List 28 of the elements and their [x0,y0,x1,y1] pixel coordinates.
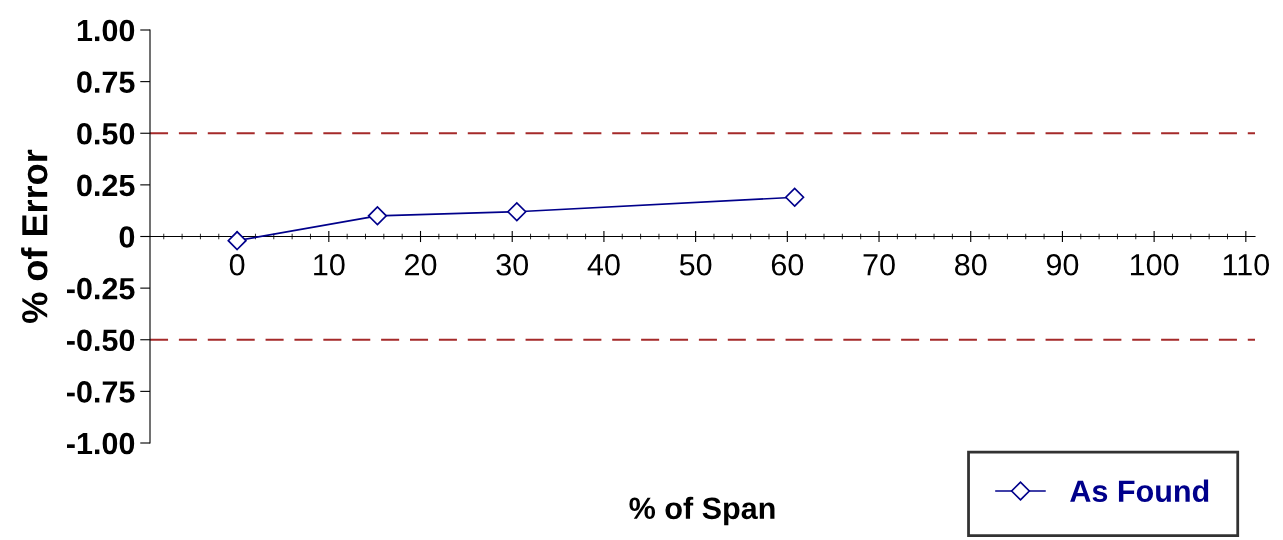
x-tick-label: 0 [229,253,245,276]
x-tick-label: 50 [679,253,712,276]
x-tick-label: 110 [1223,253,1269,276]
point [784,187,805,207]
y-tick-label: 0 [119,226,135,248]
legend-label: As Found [1070,479,1209,502]
x-tick-label: 30 [496,253,529,276]
y-axis-title: % of Error [21,149,48,323]
x-tick-label: 100 [1130,253,1179,276]
y-tick-label: -0.25 [66,277,135,300]
x-tick-label: 20 [405,253,437,276]
y-tick-label: -1.00 [66,432,135,455]
y-tick-label: -0.75 [66,381,135,403]
y-tick-label: 0.25 [77,174,135,197]
x-tick-label: 40 [587,253,620,276]
y-tick-label: 0.75 [77,71,135,93]
x-tick-label: 70 [863,253,895,276]
point [507,202,527,222]
y-tick-label: -0.50 [66,329,135,352]
x-tick-label: 60 [771,253,804,276]
y-tick-label: 1.00 [77,19,135,42]
x-tick-label: 10 [314,253,345,276]
y-tick-label: 0.50 [77,122,135,145]
x-tick-label: 80 [955,253,987,276]
point [367,206,388,226]
x-tick-label: 90 [1046,253,1079,276]
x-axis-title: % of Span [629,496,775,526]
point [227,230,247,251]
